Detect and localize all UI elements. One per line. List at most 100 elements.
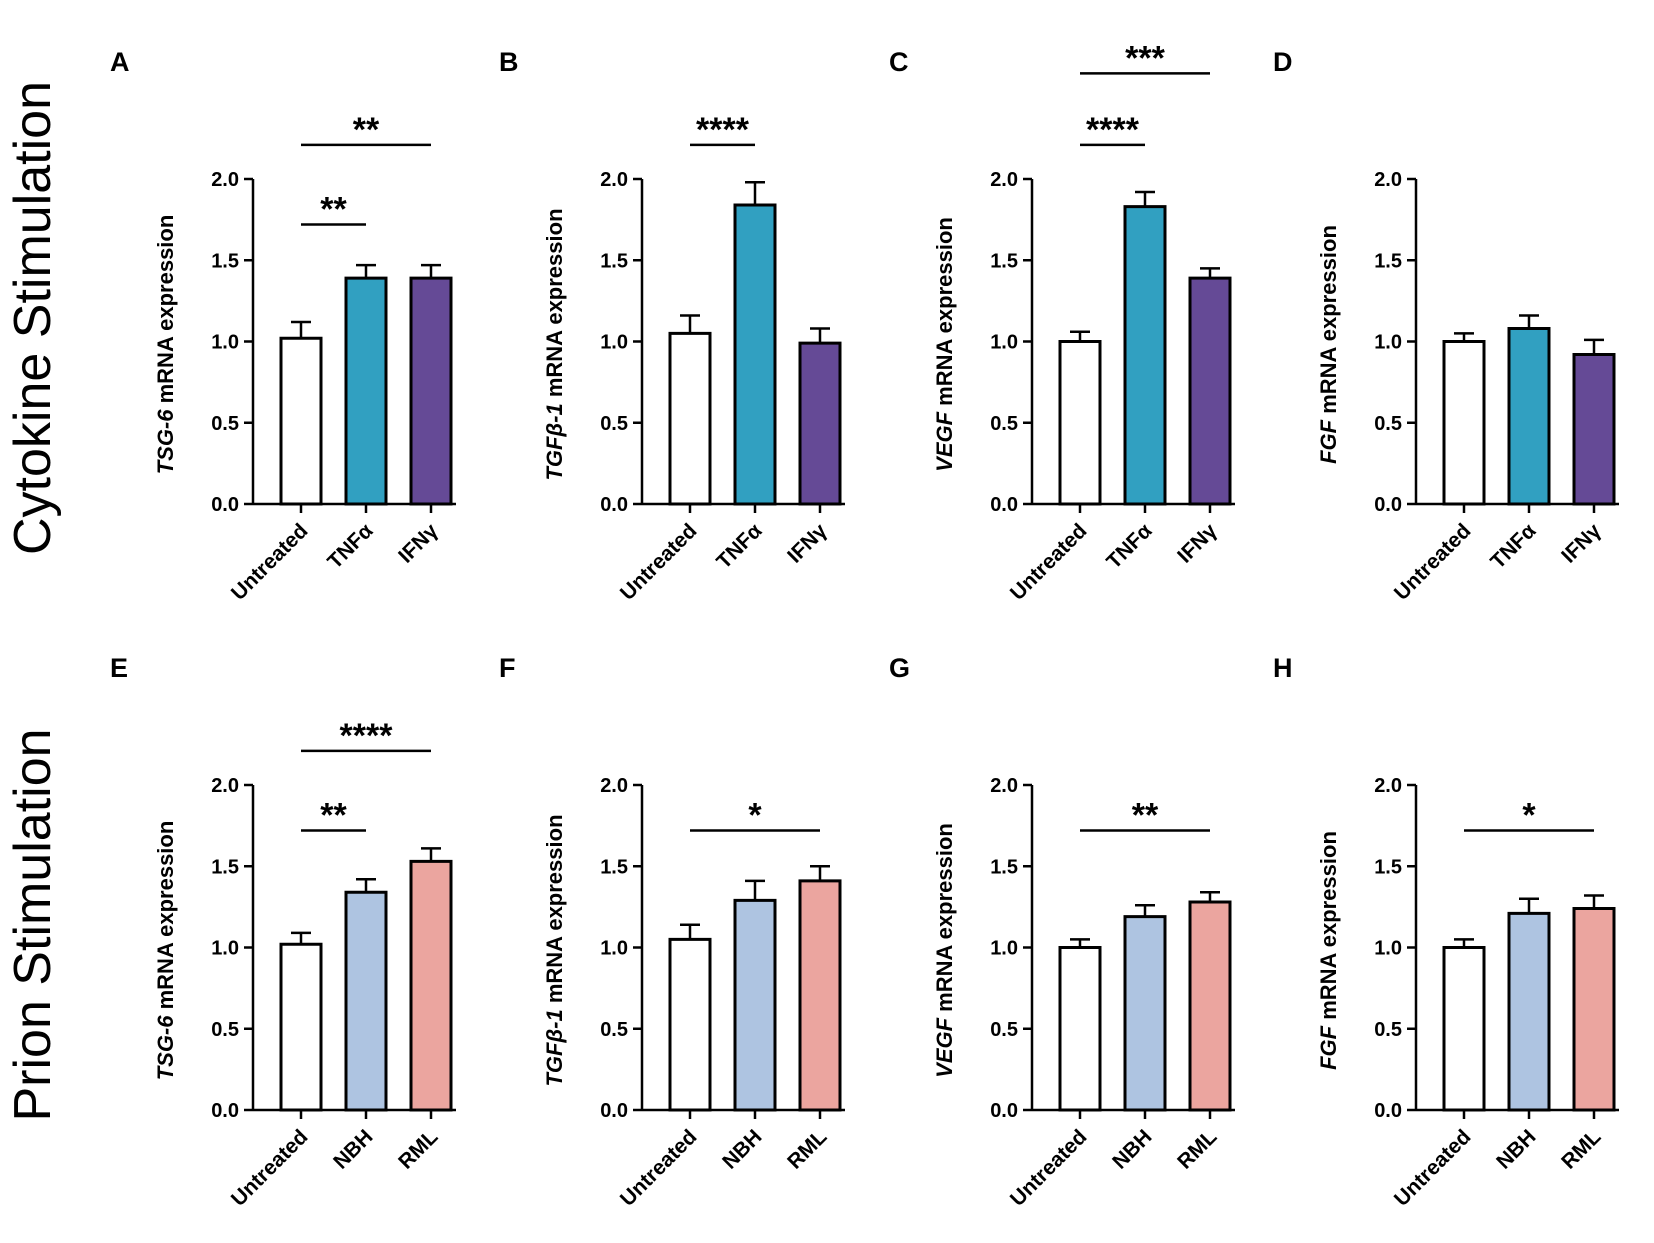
- bar-ifn: [798, 341, 842, 506]
- y-tick-label: 1.0: [211, 332, 239, 354]
- y-tick-label: 2.0: [990, 775, 1018, 797]
- x-category-label: Untreated: [1006, 519, 1092, 605]
- y-axis-title: TGFβ-1 mRNA expression: [542, 208, 567, 480]
- significance-label: **: [1132, 797, 1159, 835]
- panel-letter: A: [110, 47, 130, 77]
- x-category-label: NBH: [718, 1125, 766, 1173]
- y-tick-label: 0.5: [211, 1019, 239, 1041]
- y-tick-label: 2.0: [1374, 169, 1402, 191]
- y-tick-label: 1.5: [1374, 856, 1402, 878]
- y-axis-title-suffix: mRNA expression: [153, 821, 178, 1016]
- significance-label: ****: [340, 717, 394, 755]
- y-tick-label: 2.0: [990, 169, 1018, 191]
- bar-nbh: [344, 890, 388, 1112]
- x-category-label: NBH: [1492, 1125, 1540, 1173]
- x-category-label: TNFα: [1486, 519, 1540, 573]
- y-axis-title-gene: FGF: [1316, 419, 1341, 464]
- row-label-prion: Prion Stimulation: [4, 728, 62, 1121]
- bar-untreated: [279, 942, 323, 1112]
- bar-tnf: [1507, 327, 1551, 506]
- y-tick-label: 0.0: [211, 494, 239, 516]
- panel-letter: H: [1273, 653, 1293, 683]
- panel-letter: B: [499, 47, 519, 77]
- x-category-label: IFNγ: [783, 519, 832, 568]
- bar-untreated: [1058, 946, 1102, 1112]
- bar-untreated: [1442, 946, 1486, 1112]
- y-tick-label: 1.5: [600, 250, 628, 272]
- y-tick-label: 0.5: [1374, 413, 1402, 435]
- x-category-label: RML: [394, 1125, 443, 1174]
- y-axis-title-suffix: mRNA expression: [1316, 831, 1341, 1026]
- x-category-label: TNFα: [323, 519, 377, 573]
- bar-rml: [798, 879, 842, 1112]
- panel-h: H 0.0 0.5 1.0 1.5 2.0 FGF mRNA expression Untre…: [1273, 653, 1619, 1211]
- significance-label: ***: [1125, 39, 1165, 77]
- x-category-label: RML: [783, 1125, 832, 1174]
- panel-b: B 0.0 0.5 1.0 1.5 2.0 TGFβ-1 mRNA expression Un…: [499, 47, 845, 605]
- y-tick-label: 0.0: [990, 494, 1018, 516]
- x-category-label: IFNγ: [1557, 519, 1606, 568]
- y-axis-title-gene: VEGF: [932, 411, 957, 471]
- y-axis-title-gene: TGFβ-1: [542, 403, 567, 480]
- panel-letter: F: [499, 653, 516, 683]
- y-tick-label: 1.0: [1374, 938, 1402, 960]
- y-axis-title: VEGF mRNA expression: [932, 823, 957, 1078]
- y-tick-label: 0.5: [211, 413, 239, 435]
- y-tick-label: 0.5: [990, 1019, 1018, 1041]
- y-axis-title-gene: FGF: [1316, 1025, 1341, 1070]
- panel-letter: D: [1273, 47, 1293, 77]
- bar-tnf: [1123, 205, 1167, 506]
- panel-letter: E: [110, 653, 128, 683]
- y-axis-title-gene: TSG-6: [153, 409, 178, 475]
- y-axis-title-gene: TGFβ-1: [542, 1009, 567, 1086]
- bar-rml: [1188, 900, 1232, 1112]
- y-tick-label: 0.0: [990, 1100, 1018, 1122]
- y-tick-label: 0.0: [1374, 494, 1402, 516]
- bar-ifn: [1572, 353, 1616, 506]
- panel-a: A 0.0 0.5 1.0 1.5 2.0 TSG-6 mRNA expression Unt…: [110, 47, 456, 605]
- y-tick-label: 2.0: [1374, 775, 1402, 797]
- y-axis-title: TGFβ-1 mRNA expression: [542, 814, 567, 1086]
- y-tick-label: 0.5: [1374, 1019, 1402, 1041]
- panel-f: F 0.0 0.5 1.0 1.5 2.0 TGFβ-1 mRNA expression Un…: [499, 653, 845, 1211]
- bar-nbh: [1507, 911, 1551, 1112]
- y-tick-label: 0.0: [1374, 1100, 1402, 1122]
- bar-untreated: [668, 331, 712, 506]
- bar-untreated: [1058, 340, 1102, 506]
- y-tick-label: 2.0: [600, 775, 628, 797]
- x-category-label: Untreated: [616, 519, 702, 605]
- y-tick-label: 0.0: [600, 1100, 628, 1122]
- y-tick-label: 2.0: [211, 169, 239, 191]
- significance-label: *: [748, 797, 762, 835]
- panel-letter: C: [889, 47, 909, 77]
- x-category-label: NBH: [1108, 1125, 1156, 1173]
- bar-untreated: [668, 937, 712, 1112]
- bar-nbh: [1123, 915, 1167, 1112]
- panels: A 0.0 0.5 1.0 1.5 2.0 TSG-6 mRNA expression Unt…: [110, 39, 1619, 1211]
- y-axis-title-suffix: mRNA expression: [542, 208, 567, 403]
- bar-ifn: [1188, 276, 1232, 506]
- significance-label: ****: [1086, 111, 1140, 149]
- significance-label: **: [320, 191, 347, 229]
- panel-g: G 0.0 0.5 1.0 1.5 2.0 VEGF mRNA expression Untr…: [889, 653, 1235, 1211]
- y-axis-title-suffix: mRNA expression: [932, 217, 957, 412]
- y-tick-label: 1.0: [600, 938, 628, 960]
- y-axis-title: VEGF mRNA expression: [932, 217, 957, 472]
- y-tick-label: 0.0: [600, 494, 628, 516]
- bar-untreated: [279, 336, 323, 506]
- y-tick-label: 1.5: [990, 856, 1018, 878]
- y-tick-label: 1.5: [211, 250, 239, 272]
- x-category-label: Untreated: [227, 519, 313, 605]
- bar-untreated: [1442, 340, 1486, 506]
- significance-label: **: [320, 797, 347, 835]
- x-category-label: Untreated: [1006, 1125, 1092, 1211]
- y-tick-label: 1.0: [600, 332, 628, 354]
- x-category-label: RML: [1173, 1125, 1222, 1174]
- y-tick-label: 2.0: [600, 169, 628, 191]
- y-axis-title-suffix: mRNA expression: [1316, 225, 1341, 420]
- y-axis-title-suffix: mRNA expression: [932, 823, 957, 1018]
- y-tick-label: 1.0: [1374, 332, 1402, 354]
- panel-d: D 0.0 0.5 1.0 1.5 2.0 FGF mRNA expression Untre…: [1273, 47, 1619, 605]
- x-category-label: TNFα: [712, 519, 766, 573]
